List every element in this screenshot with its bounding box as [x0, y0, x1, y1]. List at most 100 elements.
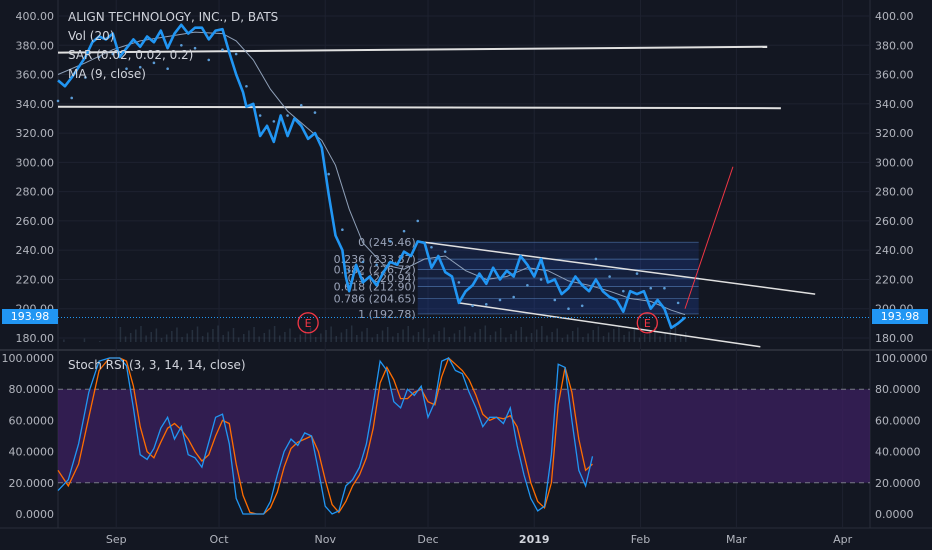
volume-bar — [140, 326, 142, 342]
sar-dot — [676, 301, 680, 305]
price-badge-right: 193.98 — [872, 309, 928, 324]
sar-dot — [663, 286, 666, 290]
ma-path — [57, 31, 686, 316]
volume-bar — [571, 331, 574, 342]
fib-level-label: 0 (245.46) — [358, 236, 416, 249]
volume-bar — [443, 327, 445, 342]
stoch-rsi-panel — [57, 356, 870, 515]
ma-line — [57, 31, 686, 316]
trend-lines[interactable] — [57, 45, 816, 348]
volume-bar — [171, 331, 173, 342]
fibonacci-retracement[interactable]: 0 (245.46)0.236 (233.87)0.382 (226.72)0.… — [334, 236, 699, 321]
rsi-tick-left: 40.0000 — [9, 446, 55, 459]
price-tick-left: 240.00 — [16, 244, 55, 257]
time-tick: Apr — [833, 533, 853, 546]
earnings-marker[interactable]: E — [636, 312, 658, 334]
volume-bar — [515, 330, 517, 342]
sar-dot — [138, 65, 142, 69]
channel-upper-line — [417, 240, 816, 295]
sar-dot — [635, 272, 639, 275]
volume-bar — [469, 336, 471, 342]
volume-bar — [659, 336, 661, 342]
volume-bar — [325, 330, 327, 342]
volume-bar — [489, 335, 492, 342]
volume-bar — [654, 327, 656, 342]
price-tick-left: 300.00 — [16, 156, 55, 169]
fib-level-label: 0.786 (204.65) — [334, 293, 416, 306]
rsi-tick-left: 0.0000 — [16, 508, 55, 521]
volume-bar — [535, 329, 538, 342]
sar-dot — [567, 307, 570, 311]
rsi-tick-right: 0.0000 — [875, 508, 914, 521]
volume-bar — [679, 335, 682, 342]
sar-dot — [416, 219, 420, 223]
rsi-tick-right: 40.0000 — [875, 446, 921, 459]
volume-bar — [309, 327, 312, 342]
price-tick-right: 260.00 — [875, 215, 914, 228]
sar-dot — [389, 240, 392, 243]
volume-bar — [381, 330, 384, 342]
earnings-marker-label: E — [305, 317, 312, 330]
price-tick-right: 180.00 — [875, 332, 914, 345]
earnings-marker[interactable]: E — [297, 312, 319, 334]
volume-bar — [273, 326, 276, 342]
sar-indicator-label[interactable]: SAR (0.02, 0.02, 0.2) — [68, 48, 194, 62]
volume-bar — [417, 332, 420, 342]
sar-dot — [608, 275, 611, 278]
volume-bar — [155, 328, 158, 342]
earnings-marker-circle — [636, 312, 658, 334]
volume-bar — [458, 330, 461, 342]
stoch-rsi-label[interactable]: Stoch RSI (3, 3, 14, 14, close) — [68, 358, 246, 372]
volume-bar — [284, 332, 286, 342]
vol-indicator-label[interactable]: Vol (20) — [68, 29, 115, 43]
rsi-tick-right: 100.0000 — [875, 352, 928, 365]
ma-indicator-label[interactable]: MA (9, close) — [68, 67, 146, 81]
sar-dot — [622, 289, 625, 293]
volume-bar — [422, 328, 425, 342]
volume-bar — [587, 333, 589, 342]
price-tick-left: 180.00 — [16, 332, 55, 345]
volume-bar — [525, 336, 528, 342]
volume-bar — [176, 327, 178, 342]
volume-bar — [566, 334, 569, 342]
volume-bar — [278, 335, 281, 342]
rsi-tick-right: 60.0000 — [875, 414, 921, 427]
volume-bar — [232, 328, 235, 342]
volume-bar — [376, 334, 379, 342]
volume-bar — [494, 331, 497, 342]
price-tick-left: 280.00 — [16, 186, 55, 199]
volume-bar — [237, 337, 240, 342]
sar-dots — [56, 43, 680, 311]
volume-bar — [561, 338, 564, 342]
resistance-line-380 — [57, 45, 768, 54]
sar-dot — [234, 52, 238, 56]
resistance-line-340 — [57, 105, 781, 110]
sar-dot — [402, 229, 406, 233]
sar-dot — [299, 103, 303, 107]
time-tick: Mar — [726, 533, 747, 546]
volume-bar — [577, 327, 579, 342]
volume-bar — [505, 337, 507, 342]
volume-bar — [474, 332, 476, 342]
rsi-tick-left: 80.0000 — [9, 383, 55, 396]
price-line — [57, 23, 870, 330]
symbol-title[interactable]: ALIGN TECHNOLOGY, INC., D, BATS — [68, 10, 279, 24]
volume-bar — [243, 334, 245, 342]
volume-bar — [99, 341, 101, 342]
volume-bar — [638, 337, 641, 342]
sar-dot — [430, 245, 433, 249]
volume-bar — [83, 338, 86, 342]
volume-bar — [145, 335, 147, 342]
sar-dot — [245, 84, 248, 88]
price-tick-right: 380.00 — [875, 39, 914, 52]
fib-level-label: 1 (192.78) — [358, 308, 416, 321]
volume-bar — [314, 337, 317, 342]
sar-dot — [166, 67, 169, 70]
volume-bar — [597, 326, 600, 342]
rsi-tick-left: 20.0000 — [9, 477, 55, 490]
price-tick-right: 320.00 — [875, 127, 914, 140]
volume-bar — [607, 332, 610, 342]
volume-bars — [63, 325, 687, 342]
